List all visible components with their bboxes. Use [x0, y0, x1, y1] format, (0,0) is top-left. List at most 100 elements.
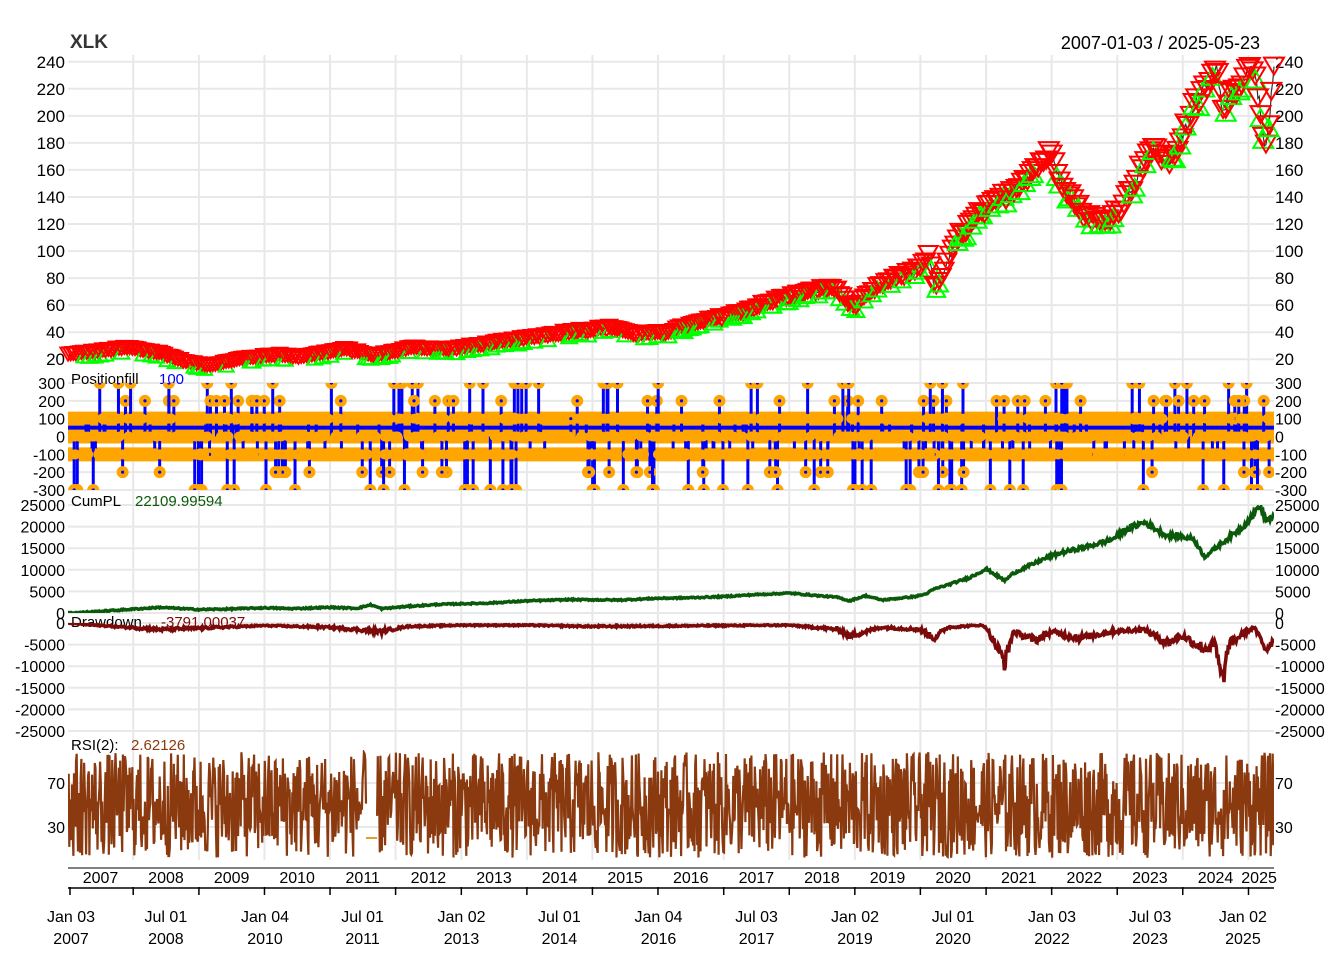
date-tick-year: 2016 — [641, 931, 677, 948]
positionfill-point — [669, 431, 680, 442]
positionfill-point-center — [392, 383, 396, 385]
year-label: 2011 — [346, 870, 381, 887]
positionfill-point — [484, 484, 497, 490]
positionfill-point — [261, 449, 272, 460]
chart-title: XLK — [70, 32, 108, 53]
rsi-marks — [68, 750, 1274, 860]
positionfill-point-center — [255, 399, 259, 403]
positionfill-point-center — [278, 399, 282, 403]
positionfill-point — [497, 449, 508, 460]
y-tick-label: -25000 — [15, 724, 65, 741]
positionfill-point — [593, 413, 604, 424]
entry-marker — [709, 310, 730, 328]
positionfill-point-center — [1255, 488, 1260, 490]
positionfill-point-center — [360, 470, 364, 474]
positionfill-point — [617, 484, 630, 490]
date-tick-year: 2023 — [1132, 931, 1168, 948]
positionfill-point — [430, 413, 441, 424]
positionfill-point — [79, 449, 90, 460]
positionfill-point — [1224, 413, 1235, 424]
positionfill-point — [1111, 431, 1122, 442]
year-label: 2022 — [1067, 870, 1103, 887]
positionfill-point-center — [869, 488, 873, 490]
y-tick-label: 10000 — [21, 563, 66, 580]
y-tick-label: 20000 — [21, 520, 66, 537]
positionfill-point — [751, 383, 764, 389]
positionfill-point-center — [339, 399, 343, 403]
positionfill-point — [476, 383, 489, 389]
positionfill-point — [821, 431, 832, 442]
positionfill-point — [979, 413, 990, 424]
positionfill-point-center — [468, 383, 472, 385]
positionfill-point — [937, 449, 948, 460]
y-tick-label: -100 — [33, 447, 65, 464]
positionfill-point-center — [232, 488, 236, 490]
positionfill-point — [201, 383, 214, 389]
y-tick-label: 70 — [47, 776, 65, 793]
y-tick-label: 200 — [1275, 107, 1303, 126]
positionfill-point — [772, 449, 783, 460]
positionfill-point — [297, 431, 308, 442]
positionfill-point — [292, 413, 303, 424]
positionfill-point — [260, 484, 273, 490]
positionfill-point — [770, 431, 781, 442]
exit-marker — [447, 341, 467, 358]
positionfill-point — [848, 449, 859, 460]
positionfill-point — [958, 413, 969, 424]
positionfill-point — [238, 413, 249, 424]
positionfill-point — [1246, 413, 1257, 424]
rsi-value: 2.62126 — [131, 737, 185, 754]
positionfill-point — [130, 431, 141, 442]
positionfill-point — [1261, 431, 1272, 442]
cumpl-marks — [68, 505, 1274, 613]
positionfill-point — [1108, 413, 1119, 424]
positionfill-point — [477, 431, 488, 442]
positionfill-point-center — [214, 399, 219, 403]
positionfill-point — [221, 484, 234, 490]
positionfill-point — [842, 383, 855, 389]
positionfill-point-center — [1245, 383, 1249, 385]
positionfill-point — [584, 449, 595, 460]
positionfill-point — [795, 449, 806, 460]
y-tick-label: 100 — [38, 412, 65, 429]
exit-marker — [655, 325, 676, 342]
entry-marker — [1181, 94, 1206, 115]
positionfill-point — [709, 431, 720, 442]
positionfill-point-center — [471, 488, 475, 490]
positionfill-point-center — [121, 470, 125, 474]
exit-marker — [1176, 116, 1200, 137]
positionfill-point — [900, 484, 913, 490]
positionfill-point — [1161, 431, 1172, 442]
positionfill-point — [249, 413, 260, 424]
positionfill-point — [1151, 431, 1162, 442]
positionfill-point — [276, 431, 287, 442]
positionfill-point — [68, 431, 79, 442]
entry-marker — [1133, 153, 1158, 174]
positionfill-point — [902, 449, 913, 460]
positionfill-point — [505, 484, 518, 490]
positionfill-point-center — [569, 417, 573, 421]
positionfill-point — [84, 413, 95, 424]
positionfill-point — [197, 431, 208, 442]
positionfill-point — [1131, 449, 1142, 460]
positionfill-point — [646, 484, 659, 490]
positionfill-point — [1167, 413, 1178, 424]
date-tick-label: Jan 03 — [1028, 909, 1076, 926]
positionfill-point — [794, 431, 805, 442]
positionfill-point — [332, 413, 343, 424]
positionfill-point — [1255, 449, 1266, 460]
y-tick-label: -100 — [1275, 447, 1307, 464]
positionfill-point — [244, 449, 255, 460]
positionfill-point — [682, 484, 695, 490]
positionfill-point — [1014, 413, 1025, 424]
x-axis: 2007 2008 2009 2010 2011 2012 2013 2014 2015 2016… — [47, 870, 1277, 948]
date-tick-year: 2014 — [542, 931, 578, 948]
positionfill-point-center — [1176, 399, 1181, 403]
y-tick-label: 160 — [37, 161, 65, 180]
positionfill-point — [1023, 413, 1034, 424]
positionfill-point — [69, 449, 80, 460]
positionfill-point — [654, 431, 665, 442]
positionfill-point — [1173, 431, 1184, 442]
positionfill-point-center — [1059, 488, 1064, 490]
positionfill-point-center — [679, 399, 684, 403]
